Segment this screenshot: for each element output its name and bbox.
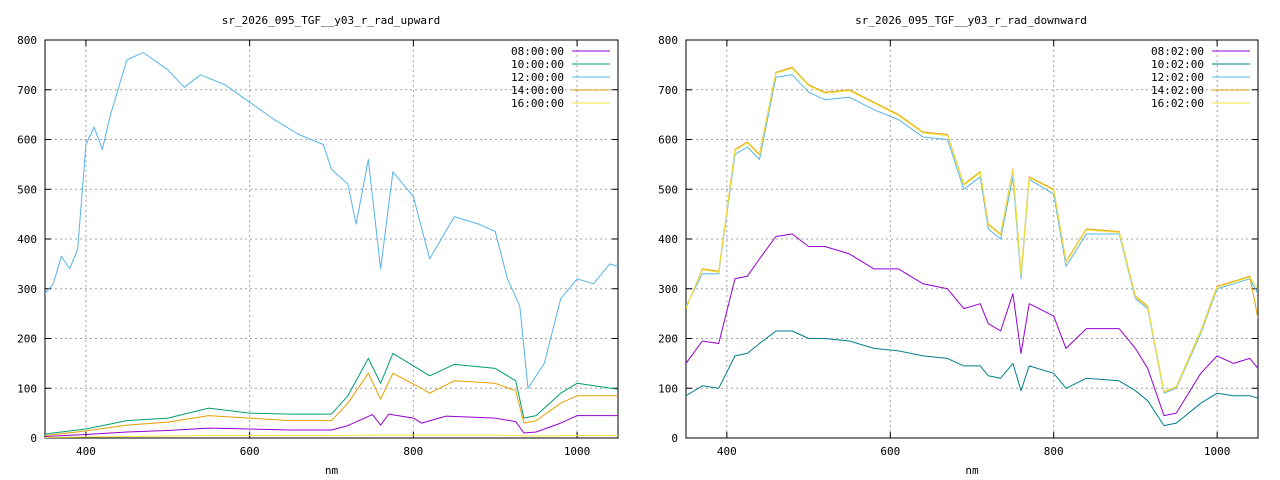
- chart-title: sr_2026_095_TGF__y03_r_rad_upward: [222, 14, 441, 27]
- series-line-14-02-00: [686, 66, 1258, 393]
- x-tick-label: 800: [403, 445, 423, 458]
- y-tick-label: 700: [17, 84, 37, 97]
- legend-label: 12:02:00: [1151, 71, 1204, 84]
- y-tick-label: 300: [17, 283, 37, 296]
- x-tick-label: 400: [717, 445, 737, 458]
- y-tick-label: 400: [17, 233, 37, 246]
- y-tick-label: 100: [658, 382, 678, 395]
- y-tick-label: 400: [658, 233, 678, 246]
- series-line-12-00-00: [45, 51, 618, 389]
- series-line-10-02-00: [686, 330, 1258, 427]
- legend-label: 14:00:00: [511, 84, 564, 97]
- x-axis-label: nm: [325, 464, 339, 477]
- series-line-10-00-00: [45, 352, 618, 435]
- series-line-12-02-00: [686, 74, 1258, 394]
- y-tick-label: 100: [17, 382, 37, 395]
- legend-label: 08:00:00: [511, 45, 564, 58]
- y-tick-label: 600: [658, 134, 678, 147]
- y-tick-label: 300: [658, 283, 678, 296]
- series-line-08-02-00: [686, 233, 1258, 417]
- y-tick-label: 700: [658, 84, 678, 97]
- y-tick-label: 800: [17, 34, 37, 47]
- y-tick-label: 500: [658, 183, 678, 196]
- y-tick-label: 800: [658, 34, 678, 47]
- y-tick-label: 600: [17, 134, 37, 147]
- y-tick-label: 0: [671, 432, 678, 445]
- series-line-14-00-00: [45, 372, 618, 436]
- x-tick-label: 1000: [564, 445, 591, 458]
- x-tick-label: 600: [880, 445, 900, 458]
- y-tick-label: 0: [30, 432, 37, 445]
- legend-label: 16:02:00: [1151, 97, 1204, 110]
- y-tick-label: 500: [17, 183, 37, 196]
- chart-title: sr_2026_095_TGF__y03_r_rad_downward: [855, 14, 1087, 27]
- y-tick-label: 200: [17, 333, 37, 346]
- legend-label: 10:02:00: [1151, 58, 1204, 71]
- x-tick-label: 1000: [1204, 445, 1231, 458]
- x-tick-label: 800: [1044, 445, 1064, 458]
- x-tick-label: 400: [76, 445, 96, 458]
- legend-label: 14:02:00: [1151, 84, 1204, 97]
- series-line-16-00-00: [45, 434, 618, 438]
- series-line-16-02-00: [686, 67, 1258, 393]
- series-line-08-00-00: [45, 413, 618, 437]
- legend-label: 16:00:00: [511, 97, 564, 110]
- upward-radiance-chart: sr_2026_095_TGF__y03_r_rad_upward 0 100 200…: [17, 14, 619, 477]
- downward-radiance-chart: sr_2026_095_TGF__y03_r_rad_downward 0 100 2…: [658, 14, 1259, 477]
- y-tick-label: 200: [658, 333, 678, 346]
- x-axis-label: nm: [965, 464, 979, 477]
- legend-label: 08:02:00: [1151, 45, 1204, 58]
- legend-label: 12:00:00: [511, 71, 564, 84]
- legend-label: 10:00:00: [511, 58, 564, 71]
- x-tick-label: 600: [240, 445, 260, 458]
